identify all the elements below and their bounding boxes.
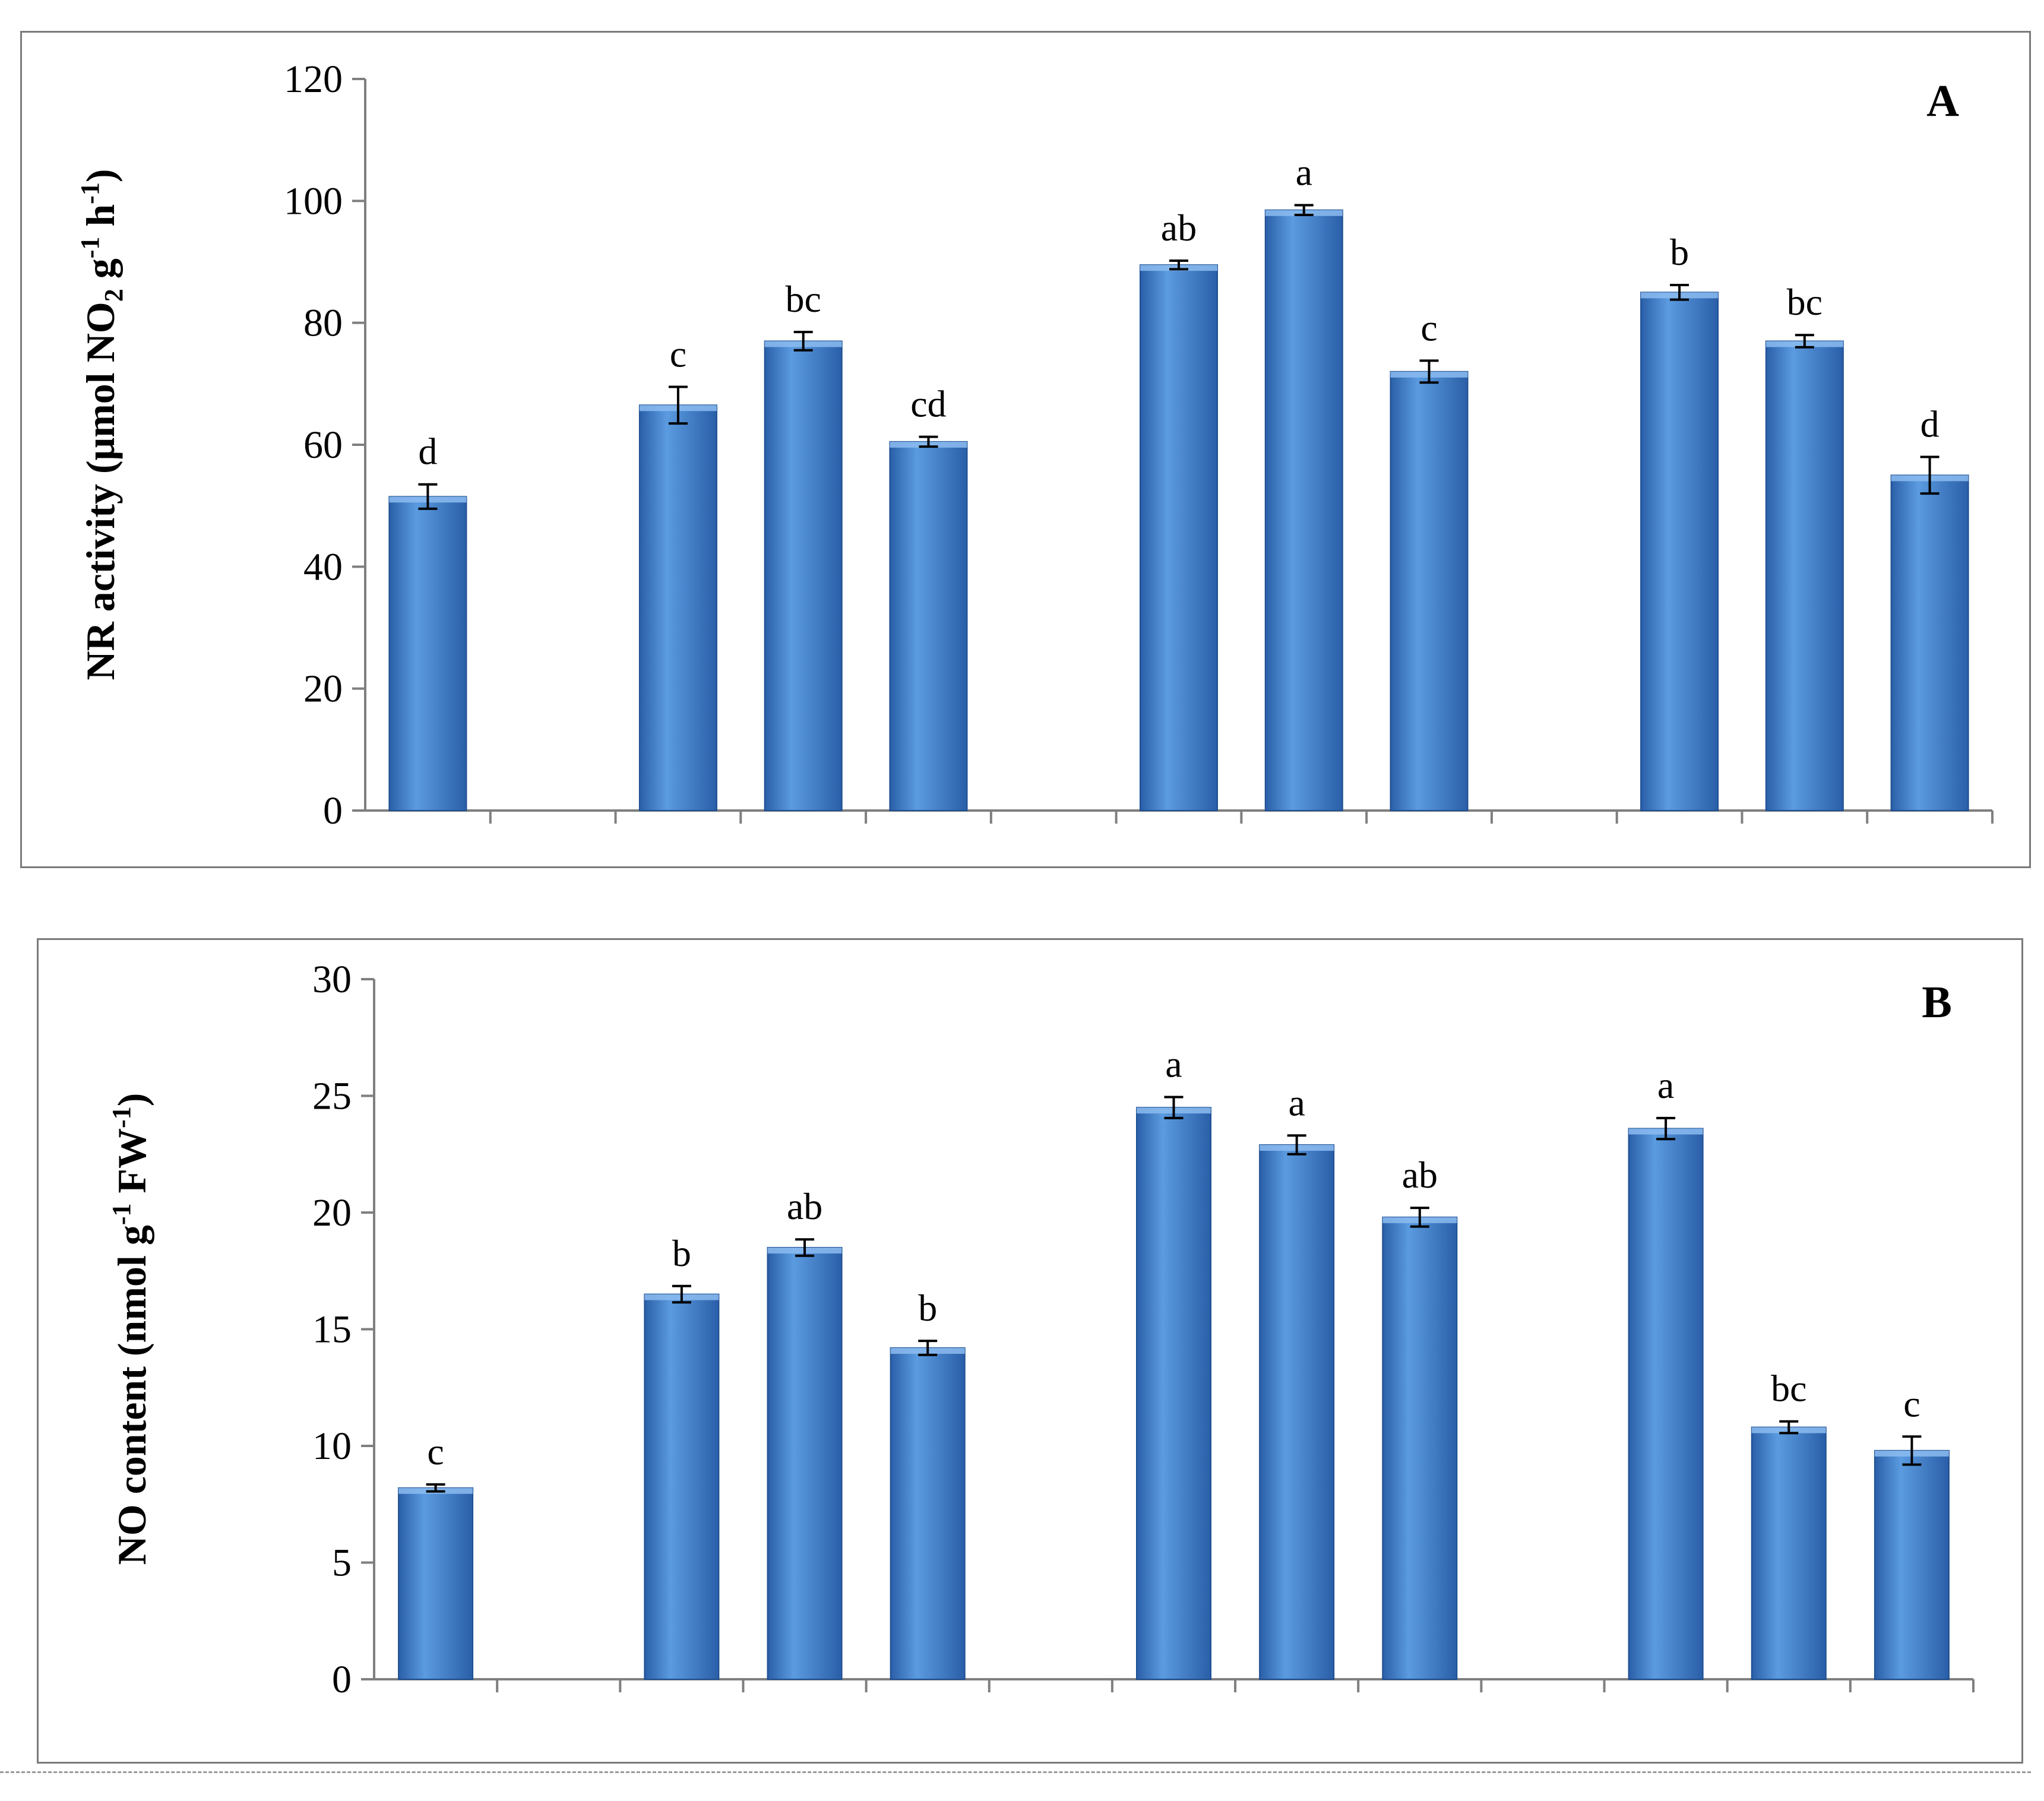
y-tick-label: 0: [323, 789, 343, 833]
bar-group: c: [1390, 306, 1469, 811]
bar: [764, 340, 843, 811]
y-tick-label: 120: [284, 58, 343, 101]
significance-letter: ab: [1161, 207, 1197, 249]
bar: [644, 1293, 720, 1680]
bar: [1628, 1128, 1704, 1680]
significance-letter: a: [1165, 1043, 1182, 1085]
significance-letter: c: [670, 333, 686, 375]
significance-letter: c: [1903, 1382, 1920, 1425]
y-tick-label: 60: [303, 423, 343, 467]
bar: [1382, 1216, 1458, 1680]
chart-panel-a: 0 20 40 60 80 100 120 d c bc cd ab a c b bc d A NR activit…: [20, 31, 2031, 868]
bar: [1390, 371, 1469, 811]
bar: [1765, 340, 1844, 811]
panel-label: B: [1922, 977, 1952, 1027]
panel-label: A: [1926, 76, 1959, 126]
bar-group: b: [890, 1287, 966, 1680]
bar-group: bc: [764, 278, 843, 811]
bar: [889, 441, 968, 811]
y-tick-label: 5: [332, 1542, 352, 1585]
bar-group: bc: [1765, 281, 1844, 811]
significance-letter: b: [1670, 231, 1689, 273]
y-axis-label: NR activity (μmol NO2 g-1 h-1): [75, 169, 128, 680]
y-tick-label: 15: [312, 1308, 352, 1351]
chart-a-svg: 0 20 40 60 80 100 120 d c bc cd ab a c b bc d A NR activit…: [75, 58, 1994, 833]
bar: [890, 1347, 966, 1680]
y-tick-label: 30: [312, 958, 352, 1001]
bar-group: cd: [889, 383, 968, 811]
y-tick-label: 40: [303, 545, 343, 588]
y-tick-label: 25: [312, 1075, 352, 1118]
significance-letter: d: [1920, 403, 1939, 445]
significance-letter: b: [672, 1232, 691, 1274]
bar-group: a: [1136, 1043, 1211, 1680]
significance-letter: c: [427, 1430, 444, 1473]
bar-group: a: [1628, 1064, 1704, 1680]
y-axis-label: NO content (nmol g-1 FW-1): [107, 1093, 154, 1565]
bar: [1136, 1107, 1211, 1680]
significance-letter: a: [1296, 151, 1312, 194]
significance-letter: ab: [1402, 1154, 1438, 1196]
significance-letter: bc: [1787, 281, 1822, 323]
y-tick-label: 20: [303, 667, 343, 711]
bar: [1640, 292, 1719, 812]
bar-group: a: [1264, 151, 1343, 811]
bar-group: c: [638, 333, 717, 811]
y-tick-label: 80: [303, 302, 343, 345]
bar: [638, 404, 717, 811]
bar: [1874, 1449, 1950, 1680]
bar: [1751, 1426, 1827, 1680]
bar-group: a: [1259, 1081, 1335, 1680]
significance-letter: c: [1420, 306, 1437, 349]
bar-group: ab: [1140, 207, 1218, 811]
significance-letter: a: [1657, 1064, 1674, 1106]
bar-group: d: [388, 431, 467, 811]
bar-group: c: [398, 1430, 474, 1680]
bar-group: d: [1890, 403, 1969, 811]
bar: [1890, 474, 1969, 811]
bar: [767, 1246, 843, 1680]
significance-letter: ab: [787, 1185, 822, 1227]
significance-letter: a: [1288, 1081, 1305, 1123]
significance-letter: bc: [785, 278, 821, 320]
bar-group: b: [1640, 231, 1719, 812]
chart-b-svg: 0 5 10 15 20 25 30 c b ab b a a ab a bc c B NO content (nm…: [107, 958, 1975, 1701]
bar-group: ab: [767, 1185, 843, 1680]
y-tick-label: 20: [312, 1191, 352, 1235]
significance-letter: d: [418, 431, 437, 473]
y-tick-label: 100: [284, 179, 343, 223]
significance-letter: b: [918, 1287, 937, 1329]
bar: [388, 496, 467, 811]
bar-group: c: [1874, 1382, 1950, 1680]
y-tick-label: 10: [312, 1425, 352, 1468]
significance-letter: cd: [910, 383, 946, 425]
bar: [1264, 209, 1343, 811]
bar-group: b: [644, 1232, 720, 1680]
bar-group: ab: [1382, 1154, 1458, 1680]
y-tick-label: 0: [332, 1658, 352, 1701]
chart-panel-b: 0 5 10 15 20 25 30 c b ab b a a ab a bc c B NO content (nm…: [37, 938, 2023, 1764]
bar: [1140, 264, 1218, 811]
bar-group: bc: [1751, 1368, 1827, 1680]
bottom-divider: [0, 1771, 2031, 1773]
bar: [398, 1487, 474, 1680]
bar: [1259, 1144, 1335, 1680]
significance-letter: bc: [1771, 1368, 1806, 1410]
